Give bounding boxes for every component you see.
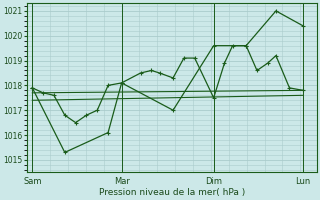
X-axis label: Pression niveau de la mer( hPa ): Pression niveau de la mer( hPa ) xyxy=(99,188,245,197)
